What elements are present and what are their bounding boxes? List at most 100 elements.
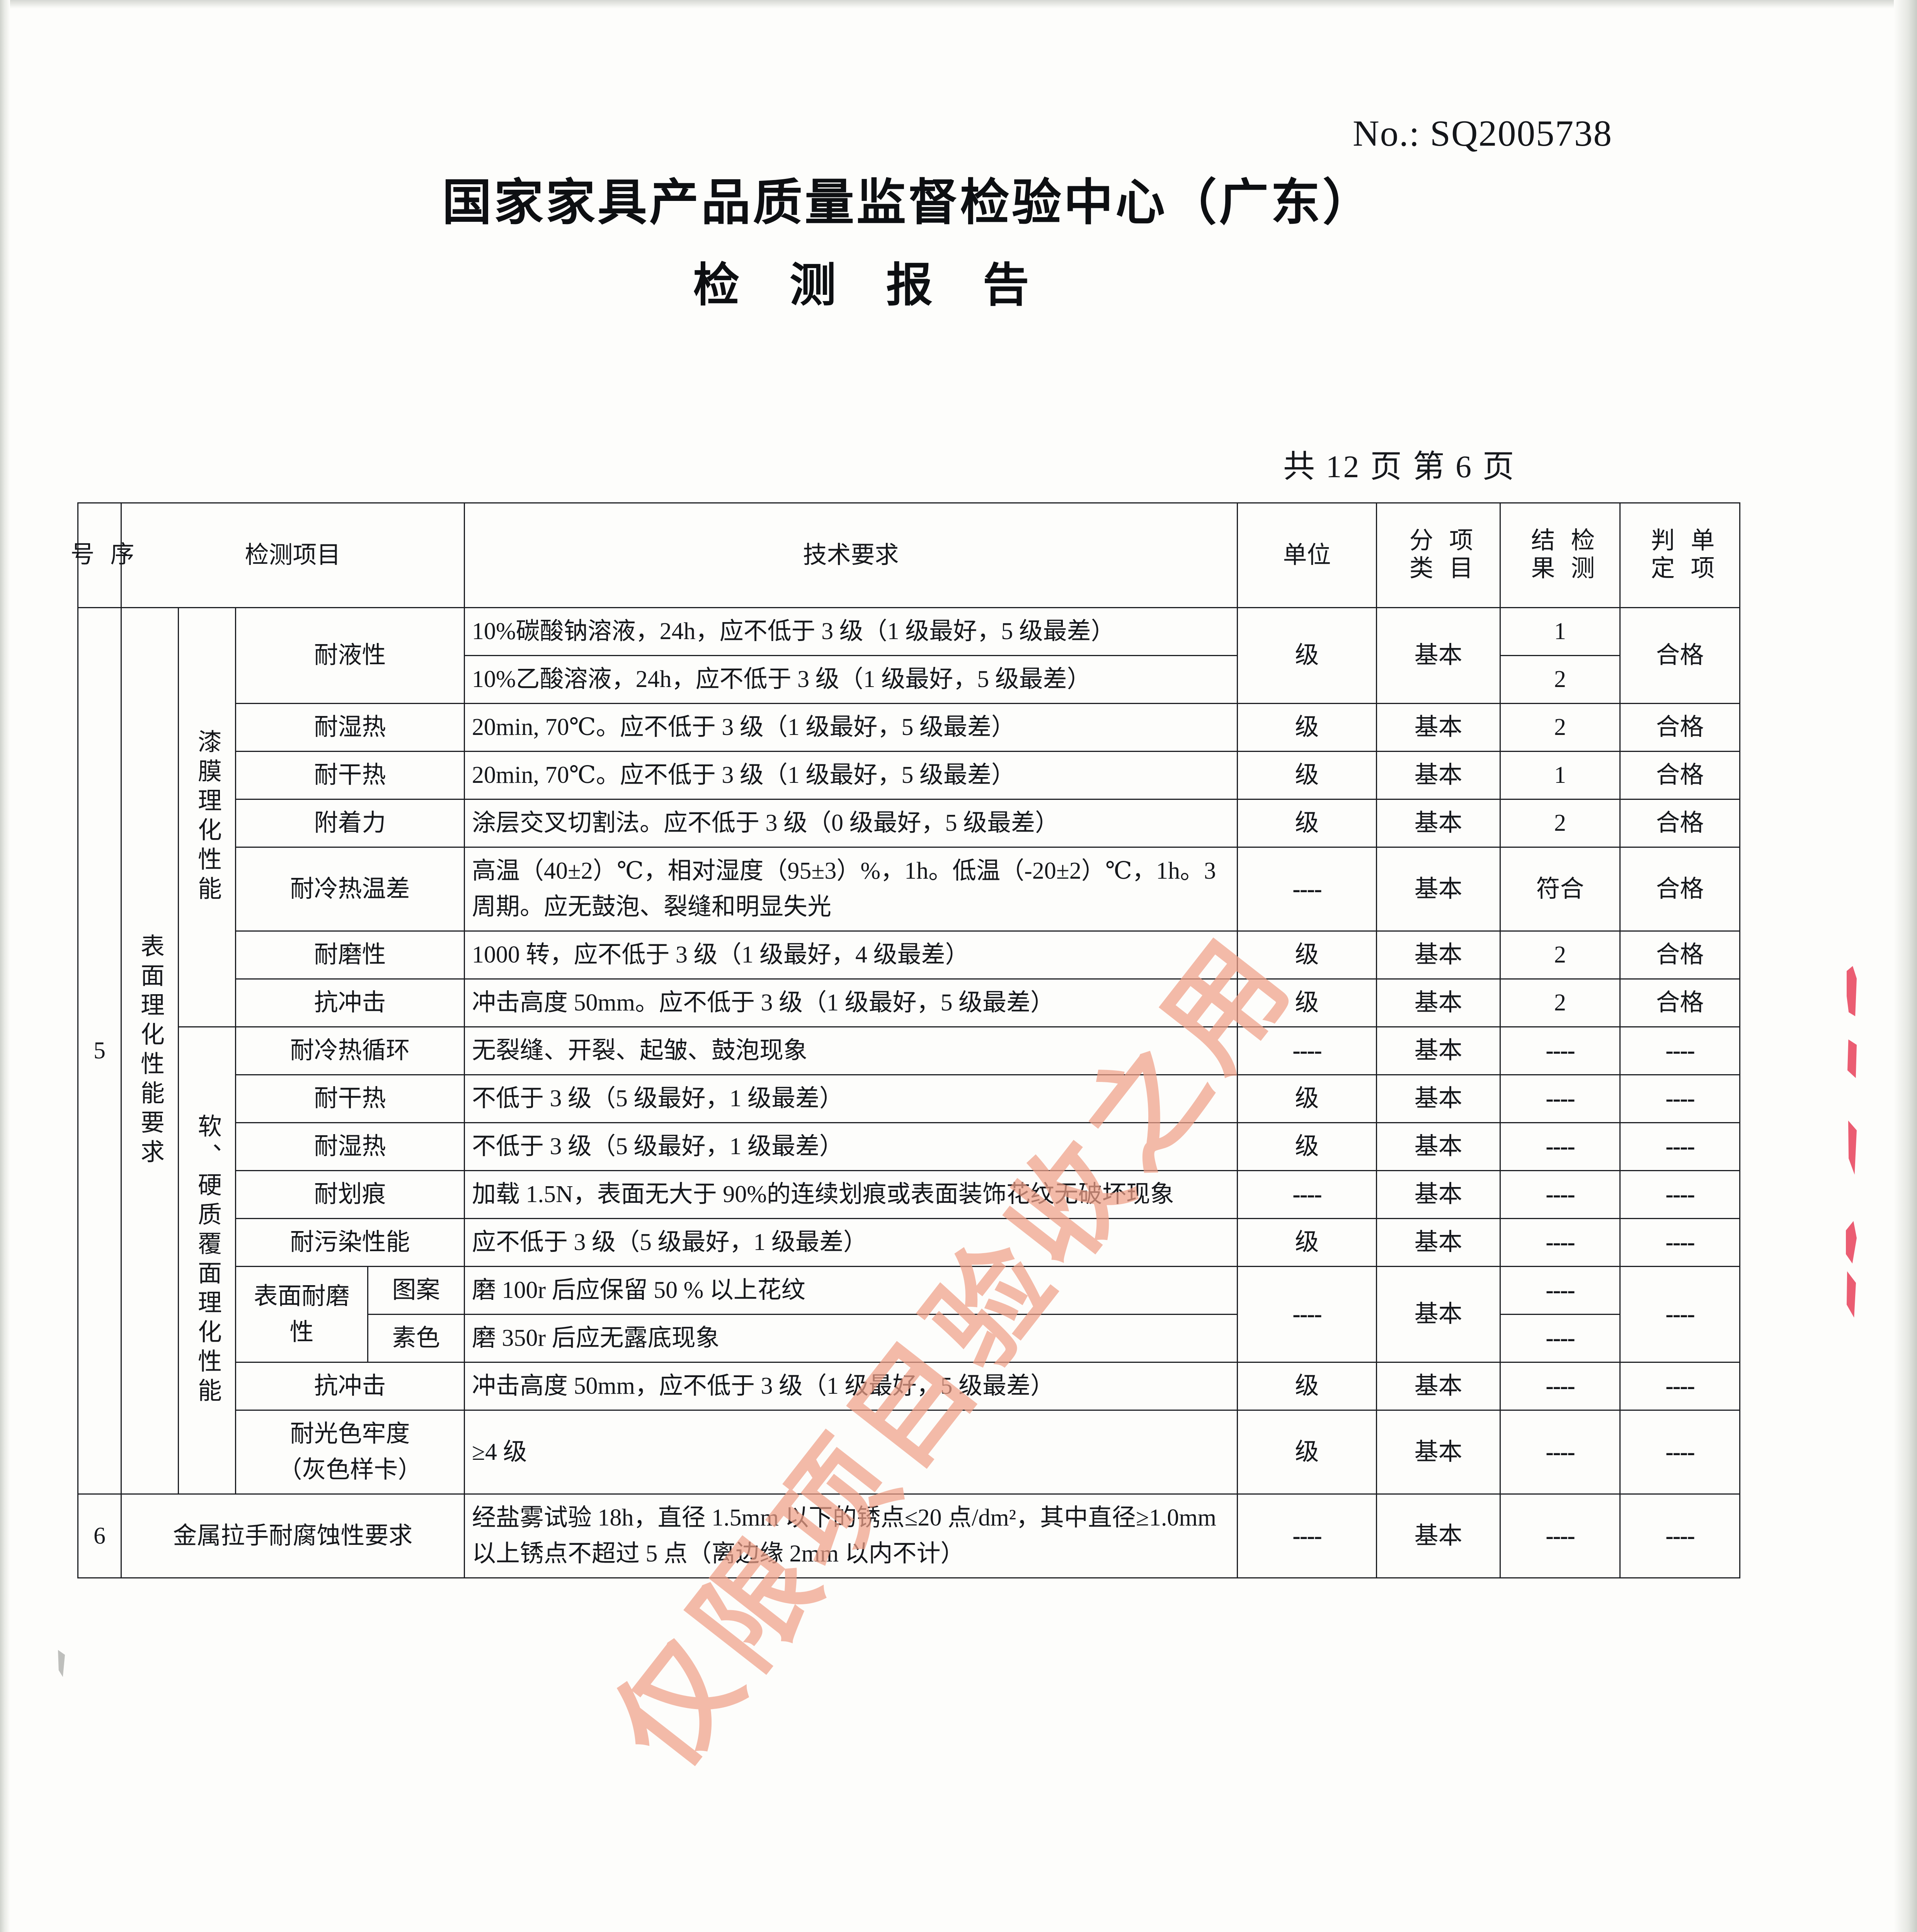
table-row: 10%乙酸溶液，24h，应不低于 3 级（1 级最好，5 级最差） 2	[78, 655, 1740, 704]
red-seal-fragment	[1847, 966, 1857, 1016]
result-value: ----	[1500, 1170, 1621, 1219]
item-name: 耐冷热温差	[235, 847, 465, 932]
table-row: 耐污染性能 应不低于 3 级（5 级最好，1 级最差） 级 基本 ---- --…	[78, 1218, 1741, 1267]
red-seal-fragment	[1847, 1271, 1856, 1318]
test-results-table: 序 号 检测项目 技术要求 单位 项目 分类 检测 结果	[67, 502, 1741, 1578]
verdict-value: 合格	[1619, 751, 1741, 800]
item-subtype: 图案	[367, 1266, 465, 1315]
verdict-value: ----	[1619, 1026, 1741, 1075]
category-value: 基本	[1376, 1218, 1501, 1267]
scan-edge-left	[0, 0, 10, 1932]
category-value: 基本	[1376, 1410, 1501, 1495]
item-name: 附着力	[235, 799, 465, 848]
requirement-text: 磨 350r 后应无露底现象	[464, 1314, 1238, 1363]
category-value: 基本	[1376, 799, 1501, 848]
requirement-text: 冲击高度 50mm。应不低于 3 级（1 级最好，5 级最差）	[464, 978, 1238, 1027]
requirement-text: 不低于 3 级（5 级最好，1 级最差）	[464, 1074, 1238, 1123]
organization-title: 国家家具产品质量监督检验中心（广东）	[442, 174, 1374, 231]
result-value: ----	[1500, 1314, 1621, 1363]
unit-value: ----	[1237, 847, 1377, 932]
unit-value: ----	[1237, 1493, 1377, 1578]
verdict-value: ----	[1619, 1218, 1741, 1267]
group-name-label: 表面理化性能要求	[137, 933, 163, 1168]
requirement-text: 10%碳酸钠溶液，24h，应不低于 3 级（1 级最好，5 级最差）	[464, 607, 1238, 656]
result-value: 2	[1500, 799, 1621, 848]
requirement-text: 涂层交叉切割法。应不低于 3 级（0 级最好，5 级最差）	[464, 799, 1238, 848]
result-value: ----	[1500, 1218, 1621, 1267]
verdict-value: 合格	[1619, 847, 1741, 932]
scan-edge-top	[0, 0, 1917, 9]
category-value: 基本	[1376, 1362, 1501, 1411]
item-name: 耐湿热	[235, 1122, 465, 1171]
verdict-value: ----	[1619, 1362, 1741, 1411]
group-seq: 5	[77, 607, 122, 1495]
unit-value: ----	[1237, 1026, 1377, 1075]
col-header-item: 检测项目	[120, 502, 465, 608]
table-row: 耐光色牢度 （灰色样卡） ≥4 级 级 基本 ---- ----	[78, 1410, 1741, 1495]
table-row: 耐磨性 1000 转，应不低于 3 级（1 级最好，4 级最差） 级 基本 2 …	[78, 930, 1741, 980]
item-name: 抗冲击	[235, 978, 465, 1027]
category-value: 基本	[1376, 978, 1501, 1027]
requirement-text: 1000 转，应不低于 3 级（1 级最好，4 级最差）	[464, 930, 1238, 980]
result-value: ----	[1500, 1493, 1621, 1578]
table-row: 附着力 涂层交叉切割法。应不低于 3 级（0 级最好，5 级最差） 级 基本 2…	[78, 799, 1741, 848]
requirement-text: 磨 100r 后应保留 50 % 以上花纹	[464, 1266, 1238, 1315]
category-value: 基本	[1376, 1026, 1501, 1075]
col-header-category: 项目 分类	[1376, 502, 1501, 608]
col-header-requirement: 技术要求	[464, 502, 1238, 608]
item-name: 耐污染性能	[235, 1218, 465, 1267]
unit-value: 级	[1237, 703, 1377, 752]
verdict-value: ----	[1619, 1122, 1741, 1171]
category-value: 基本	[1376, 1170, 1501, 1219]
item-subtype: 素色	[367, 1314, 465, 1363]
document-title: 检 测 报 告	[693, 259, 1046, 312]
result-value: 2	[1500, 930, 1621, 980]
verdict-value: ----	[1619, 1410, 1741, 1495]
requirement-text: 20min, 70℃。应不低于 3 级（1 级最好，5 级最差）	[464, 703, 1238, 752]
unit-value: 级	[1237, 1362, 1377, 1411]
category-value: 基本	[1376, 847, 1501, 932]
group-name: 表面理化性能要求	[121, 607, 179, 1495]
table-row: 表面耐磨性 图案 磨 100r 后应保留 50 % 以上花纹 ---- 基本 -…	[78, 1266, 1741, 1363]
table-row: 耐干热 20min, 70℃。应不低于 3 级（1 级最好，5 级最差） 级 基…	[78, 751, 1741, 800]
col-header-seq-line1: 序	[106, 541, 133, 569]
requirement-text: 20min, 70℃。应不低于 3 级（1 级最好，5 级最差）	[464, 751, 1238, 800]
result-value: 2	[1500, 655, 1621, 704]
margin-pencil-mark	[58, 1650, 65, 1677]
table-header-row: 序 号 检测项目 技术要求 单位 项目 分类 检测 结果	[67, 502, 1741, 608]
category-value: 基本	[1376, 607, 1501, 704]
result-value: ----	[1500, 1122, 1621, 1171]
col-header-verdict-line1: 单项	[1687, 527, 1713, 583]
unit-value: ----	[1237, 1266, 1377, 1363]
table-row: 耐冷热温差 高温（40±2）℃，相对湿度（95±3）%，1h。低温（-20±2）…	[78, 847, 1741, 932]
unit-value: 级	[1237, 1410, 1377, 1495]
unit-value: ----	[1237, 1170, 1377, 1219]
unit-value: 级	[1237, 751, 1377, 800]
col-header-result-line2: 结果	[1527, 527, 1554, 583]
table-row: 软、硬质覆面理化性能 耐冷热循环 无裂缝、开裂、起皱、鼓泡现象 ---- 基本 …	[78, 1026, 1741, 1495]
table-row: 耐干热 不低于 3 级（5 级最好，1 级最差） 级 基本 ---- ----	[78, 1074, 1741, 1123]
requirement-text: 经盐雾试验 18h，直径 1.5mm 以下的锈点≤20 点/dm²，其中直径≥1…	[464, 1493, 1238, 1578]
verdict-value: ----	[1619, 1170, 1741, 1219]
verdict-value: 合格	[1619, 799, 1741, 848]
result-value: 2	[1500, 703, 1621, 752]
unit-value: 级	[1237, 978, 1377, 1027]
subgroup-a-name: 漆膜理化性能	[178, 607, 236, 1027]
table-row: 抗冲击 冲击高度 50mm，应不低于 3 级（1 级最好，5 级最差） 级 基本…	[78, 1362, 1741, 1411]
category-value: 基本	[1376, 1493, 1501, 1578]
results-table-wrapper: 序 号 检测项目 技术要求 单位 项目 分类 检测 结果	[67, 502, 1741, 1578]
result-value: 1	[1500, 607, 1621, 656]
unit-value: 级	[1237, 1122, 1377, 1171]
report-number: No.: SQ2005738	[1353, 113, 1612, 154]
requirement-text: ≥4 级	[464, 1410, 1238, 1495]
result-value: ----	[1500, 1026, 1621, 1075]
verdict-value: 合格	[1619, 607, 1741, 704]
category-value: 基本	[1376, 1074, 1501, 1123]
item-name: 耐液性	[235, 607, 465, 704]
col-header-result-line1: 检测	[1567, 527, 1594, 583]
requirement-text: 无裂缝、开裂、起皱、鼓泡现象	[464, 1026, 1238, 1075]
requirement-text: 加载 1.5N，表面无大于 90%的连续划痕或表面装饰花纹无破坏现象	[464, 1170, 1238, 1219]
table-row: 5 表面理化性能要求 漆膜理化性能 耐液性 10%碳酸钠溶液，24h，应不低于 …	[77, 607, 1741, 1495]
item-name: 耐冷热循环	[235, 1026, 465, 1075]
